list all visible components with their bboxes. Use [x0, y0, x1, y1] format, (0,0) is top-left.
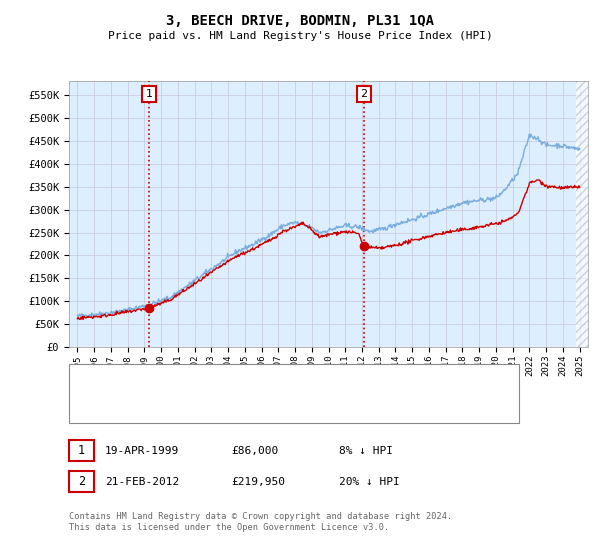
Text: 3, BEECH DRIVE, BODMIN, PL31 1QA: 3, BEECH DRIVE, BODMIN, PL31 1QA [166, 14, 434, 28]
Text: 1: 1 [78, 444, 85, 458]
Bar [576, 81, 588, 347]
Text: 8% ↓ HPI: 8% ↓ HPI [339, 446, 393, 456]
Text: 20% ↓ HPI: 20% ↓ HPI [339, 477, 400, 487]
Bar [576, 81, 588, 347]
Text: 19-APR-1999: 19-APR-1999 [105, 446, 179, 456]
Text: 2: 2 [361, 89, 368, 99]
Text: 2: 2 [78, 475, 85, 488]
Text: 21-FEB-2012: 21-FEB-2012 [105, 477, 179, 487]
Text: Contains HM Land Registry data © Crown copyright and database right 2024.
This d: Contains HM Land Registry data © Crown c… [69, 512, 452, 532]
Text: £219,950: £219,950 [231, 477, 285, 487]
Text: 1: 1 [146, 89, 152, 99]
Text: 3, BEECH DRIVE, BODMIN, PL31 1QA (detached house): 3, BEECH DRIVE, BODMIN, PL31 1QA (detach… [119, 375, 425, 385]
Text: HPI: Average price, detached house, Cornwall: HPI: Average price, detached house, Corn… [119, 403, 394, 413]
Text: £86,000: £86,000 [231, 446, 278, 456]
Text: Price paid vs. HM Land Registry's House Price Index (HPI): Price paid vs. HM Land Registry's House … [107, 31, 493, 41]
